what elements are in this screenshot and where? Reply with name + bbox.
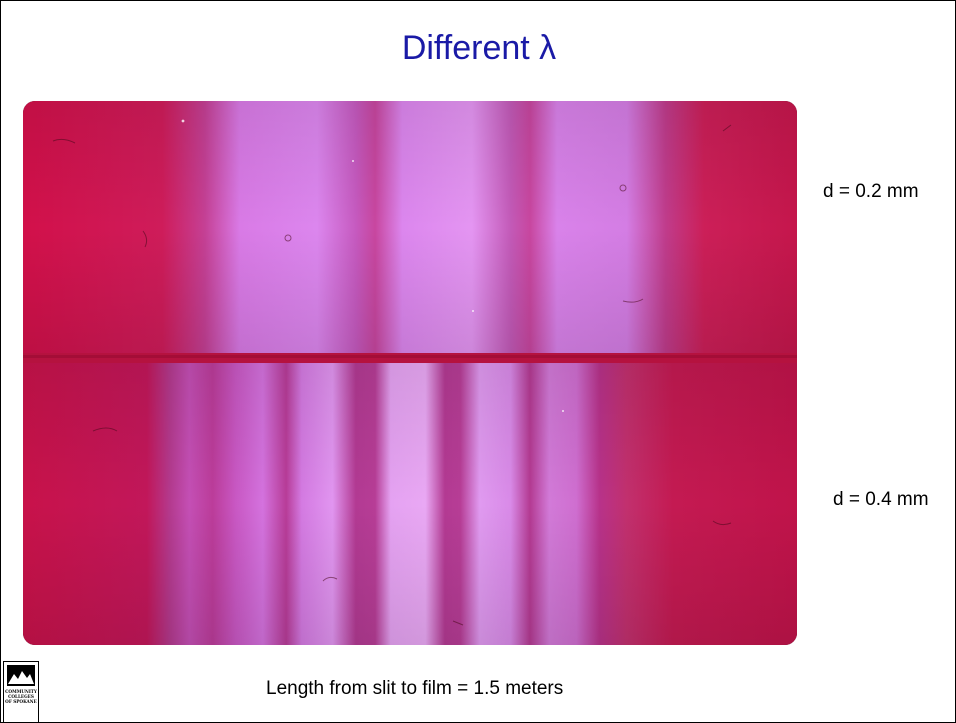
- mountains-logo-icon: [7, 665, 35, 686]
- logo-line-2: COLLEGES: [8, 694, 34, 699]
- spacing-label-top: d = 0.2 mm: [823, 181, 919, 202]
- interference-photo: [23, 101, 797, 645]
- spacing-label-bottom: d = 0.4 mm: [833, 489, 929, 510]
- interference-fringes-image: [23, 101, 797, 645]
- logo-line-1: COMMUNITY: [5, 689, 37, 694]
- slide-title: Different λ: [401, 29, 557, 67]
- logo-text: COMMUNITY COLLEGES OF SPOKANE: [4, 689, 38, 704]
- college-logo: COMMUNITY COLLEGES OF SPOKANE: [3, 661, 39, 723]
- slide-caption: Length from slit to film = 1.5 meters: [266, 678, 564, 699]
- logo-line-3: OF SPOKANE: [5, 699, 37, 704]
